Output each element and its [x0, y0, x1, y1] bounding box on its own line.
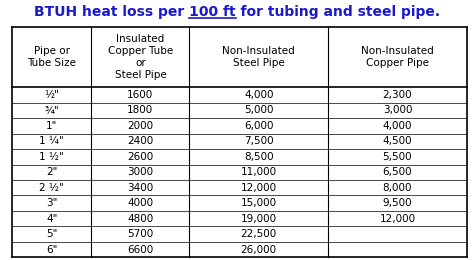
Text: 6600: 6600 — [128, 245, 154, 255]
Text: 11,000: 11,000 — [241, 167, 277, 177]
Text: 26,000: 26,000 — [241, 245, 277, 255]
Text: 5,500: 5,500 — [383, 152, 412, 162]
Text: 6,000: 6,000 — [244, 121, 273, 131]
Text: 7,500: 7,500 — [244, 136, 273, 146]
Text: 4,500: 4,500 — [383, 136, 412, 146]
Text: 4,000: 4,000 — [244, 90, 273, 100]
Text: 4000: 4000 — [128, 198, 154, 208]
Text: ½": ½" — [44, 90, 59, 100]
Text: 1 ½": 1 ½" — [39, 152, 64, 162]
Text: 22,500: 22,500 — [241, 229, 277, 239]
Text: 2 ½": 2 ½" — [39, 183, 64, 193]
Text: 2400: 2400 — [128, 136, 154, 146]
Text: 2600: 2600 — [128, 152, 154, 162]
Text: Insulated
Copper Tube
or
Steel Pipe: Insulated Copper Tube or Steel Pipe — [108, 34, 173, 80]
Text: 5700: 5700 — [128, 229, 154, 239]
Text: 8,000: 8,000 — [383, 183, 412, 193]
Text: Non-Insulated
Steel Pipe: Non-Insulated Steel Pipe — [222, 46, 295, 68]
Text: 5,000: 5,000 — [244, 105, 273, 115]
Text: 1800: 1800 — [128, 105, 154, 115]
Text: 3000: 3000 — [128, 167, 154, 177]
Text: 1": 1" — [46, 121, 57, 131]
Text: 2000: 2000 — [128, 121, 154, 131]
Text: 12,000: 12,000 — [379, 214, 416, 224]
Text: 2": 2" — [46, 167, 57, 177]
Text: 5": 5" — [46, 229, 57, 239]
Text: 9,500: 9,500 — [383, 198, 412, 208]
Text: 1600: 1600 — [128, 90, 154, 100]
Text: 4800: 4800 — [128, 214, 154, 224]
Text: Pipe or
Tube Size: Pipe or Tube Size — [27, 46, 76, 68]
Text: 19,000: 19,000 — [241, 214, 277, 224]
Text: Non-Insulated
Copper Pipe: Non-Insulated Copper Pipe — [361, 46, 434, 68]
Text: 8,500: 8,500 — [244, 152, 273, 162]
Text: 6,500: 6,500 — [383, 167, 412, 177]
Text: 6": 6" — [46, 245, 57, 255]
Text: 1 ¼": 1 ¼" — [39, 136, 64, 146]
Text: 4": 4" — [46, 214, 57, 224]
Text: 3,000: 3,000 — [383, 105, 412, 115]
Text: 12,000: 12,000 — [241, 183, 277, 193]
Text: 3400: 3400 — [128, 183, 154, 193]
Text: 2,300: 2,300 — [383, 90, 412, 100]
Text: 4,000: 4,000 — [383, 121, 412, 131]
Text: BTUH heat loss per 100 ft for tubing and steel pipe.: BTUH heat loss per 100 ft for tubing and… — [34, 5, 440, 19]
Text: ¾": ¾" — [44, 105, 59, 115]
Text: 15,000: 15,000 — [241, 198, 277, 208]
Text: 3": 3" — [46, 198, 57, 208]
